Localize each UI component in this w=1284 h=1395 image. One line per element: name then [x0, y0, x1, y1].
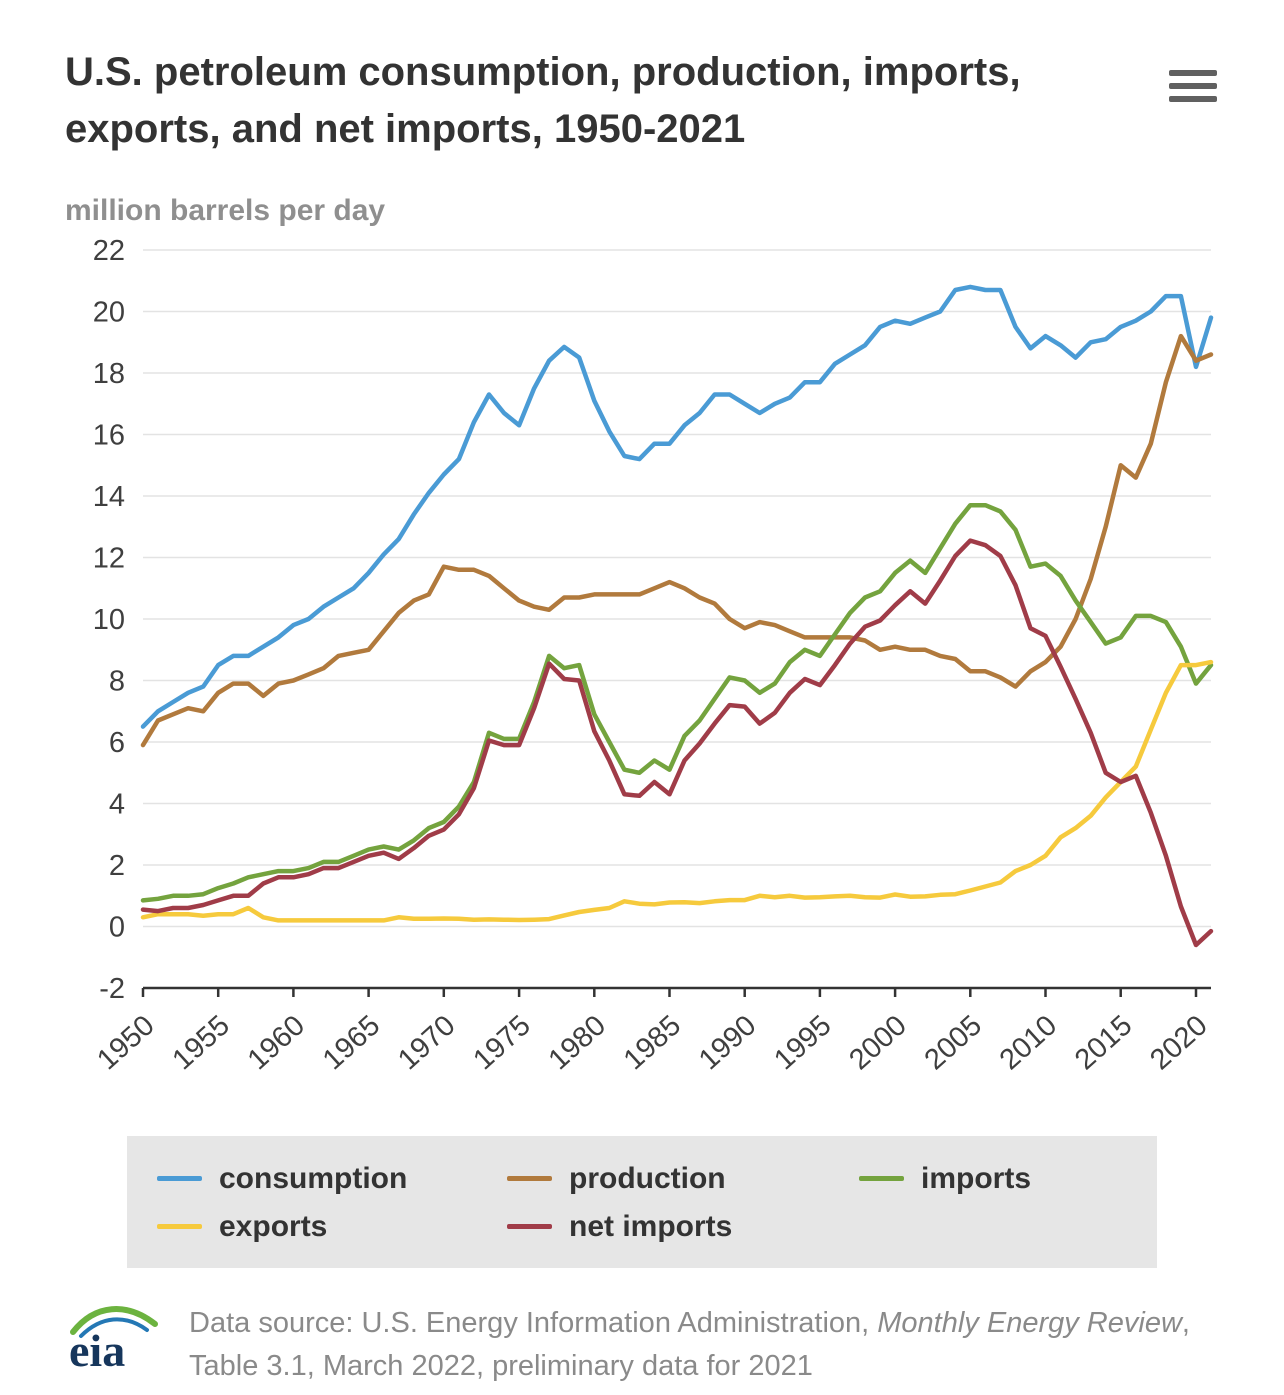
chart-title: U.S. petroleum consumption, production, … [65, 50, 1021, 151]
svg-text:8: 8 [109, 665, 125, 697]
y-axis-unit-label: million barrels per day [65, 193, 386, 227]
eia-logo: eia [69, 1305, 158, 1372]
svg-text:6: 6 [109, 727, 125, 759]
legend-label-net-imports: net imports [569, 1209, 733, 1243]
legend-swatch-consumption [157, 1176, 202, 1182]
hamburger-bar [1169, 70, 1217, 76]
source-text-italic: Monthly Energy Review [877, 1306, 1182, 1339]
svg-text:22: 22 [93, 236, 125, 267]
svg-text:0: 0 [109, 911, 125, 943]
legend-label-exports: exports [219, 1209, 328, 1243]
legend-item-exports[interactable]: exports [157, 1210, 507, 1244]
legend-item-production[interactable]: production [507, 1162, 859, 1196]
svg-text:18: 18 [93, 358, 125, 390]
svg-text:2015: 2015 [1069, 1009, 1138, 1076]
svg-text:14: 14 [93, 481, 125, 513]
legend-swatch-exports [157, 1224, 202, 1230]
legend-label-production: production [569, 1161, 726, 1195]
svg-text:1970: 1970 [392, 1009, 461, 1076]
chart-legend: consumption production imports exports n… [127, 1135, 1157, 1268]
svg-text:1985: 1985 [618, 1009, 687, 1076]
legend-item-net-imports[interactable]: net imports [507, 1210, 859, 1244]
source-text-normal: , Table 3.1, March 2022, preliminary dat… [189, 1306, 1190, 1383]
legend-swatch-production [507, 1176, 552, 1182]
hamburger-menu-icon[interactable] [1169, 70, 1217, 102]
hamburger-bar [1169, 83, 1217, 89]
legend-swatch-imports [859, 1176, 904, 1182]
hamburger-bar [1169, 96, 1217, 102]
svg-text:1955: 1955 [167, 1009, 236, 1076]
svg-text:eia: eia [69, 1325, 125, 1372]
svg-text:2005: 2005 [919, 1009, 988, 1076]
legend-label-imports: imports [921, 1161, 1032, 1195]
legend-swatch-net-imports [507, 1224, 552, 1230]
svg-text:2020: 2020 [1144, 1009, 1213, 1076]
svg-text:1995: 1995 [768, 1009, 837, 1076]
svg-text:1960: 1960 [242, 1009, 311, 1076]
svg-text:1975: 1975 [467, 1009, 536, 1076]
svg-text:16: 16 [93, 419, 125, 451]
legend-item-imports[interactable]: imports [859, 1162, 1157, 1196]
svg-text:-2: -2 [99, 973, 125, 1005]
svg-text:20: 20 [93, 296, 125, 328]
svg-text:1950: 1950 [91, 1009, 160, 1076]
footer: eia Data source: U.S. Energy Information… [65, 1302, 1219, 1389]
data-source-text: Data source: U.S. Energy Information Adm… [189, 1302, 1209, 1389]
svg-text:1990: 1990 [693, 1009, 762, 1076]
svg-text:10: 10 [93, 604, 125, 636]
svg-text:1980: 1980 [543, 1009, 612, 1076]
chart-header: U.S. petroleum consumption, production, … [65, 44, 1219, 158]
svg-text:2: 2 [109, 850, 125, 882]
svg-text:1965: 1965 [317, 1009, 386, 1076]
svg-text:12: 12 [93, 542, 125, 574]
svg-text:2010: 2010 [994, 1009, 1063, 1076]
source-text-normal: Data source: U.S. Energy Information Adm… [189, 1306, 878, 1339]
svg-text:2000: 2000 [843, 1009, 912, 1076]
legend-label-consumption: consumption [219, 1161, 408, 1195]
legend-item-consumption[interactable]: consumption [157, 1162, 507, 1196]
svg-text:4: 4 [109, 788, 125, 820]
